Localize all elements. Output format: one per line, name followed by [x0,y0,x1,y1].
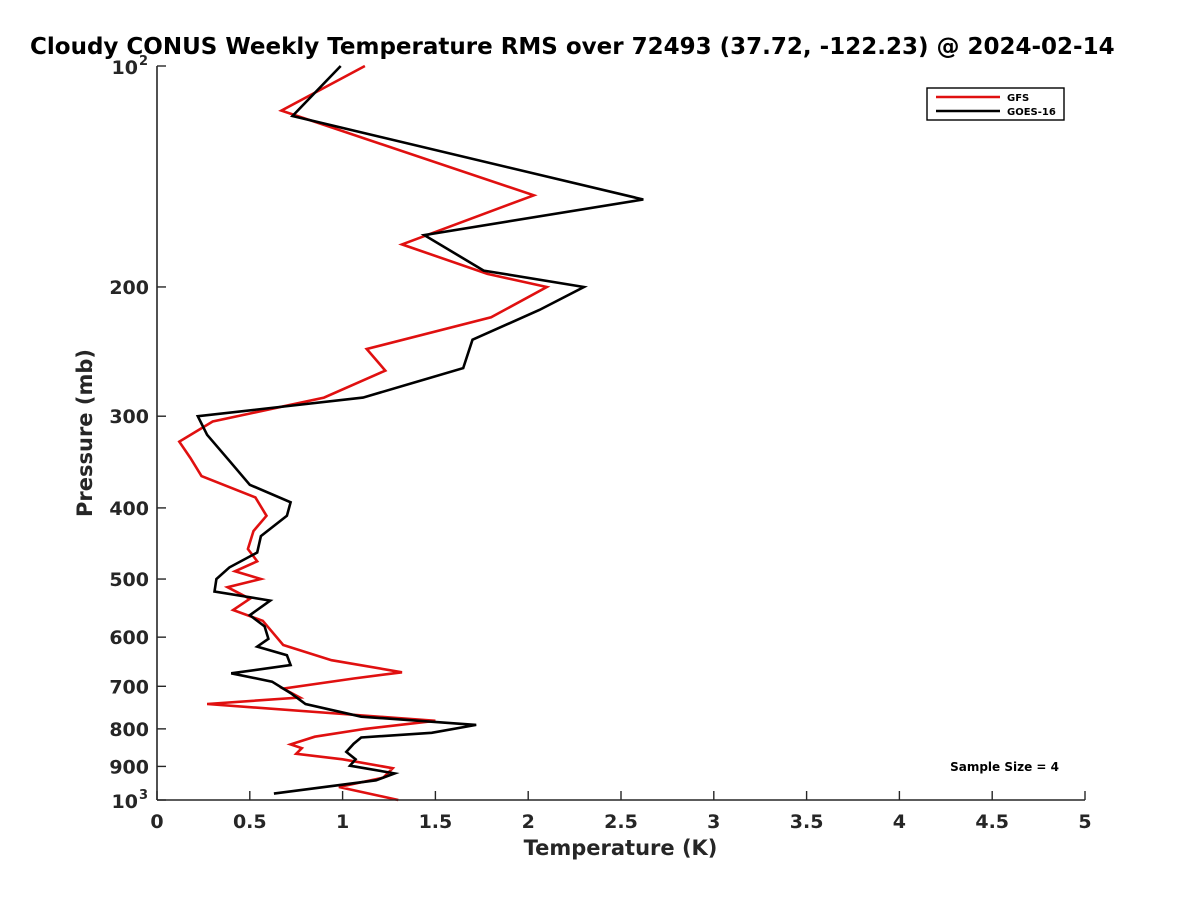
legend-label-goes-16: GOES-16 [1007,107,1056,118]
x-tick-label: 4.5 [975,811,1009,833]
x-tick-label: 1 [336,811,349,833]
y-tick-label: 900 [109,756,149,778]
series-line-gfs [177,64,551,802]
plot-area [177,64,644,802]
legend-box [926,87,1065,121]
x-tick-label: 3.5 [790,811,824,833]
y-tick-label: 500 [109,569,149,591]
x-tick-label: 0.5 [233,811,267,833]
y-tick-label-exponent: 3 [139,788,148,803]
chart-title: Cloudy CONUS Weekly Temperature RMS over… [30,34,1115,60]
x-tick-label: 1.5 [419,811,453,833]
y-tick-label: 10 2 [112,54,149,79]
x-axis: 0 0.5 1 1.5 2 2.5 3 3.5 4 4.5 5 [150,791,1092,833]
series-line-goes-16 [195,65,644,795]
x-tick-label: 2 [522,811,535,833]
y-tick-label-base: 10 [112,791,138,813]
y-tick-label: 400 [109,498,149,520]
y-tick-label: 800 [109,719,149,741]
y-tick-label: 200 [109,277,149,299]
sample-size-annotation: Sample Size = 4 [950,760,1059,774]
x-tick-label: 5 [1078,811,1091,833]
legend-label-gfs: GFS [1007,93,1029,104]
x-tick-label: 4 [893,811,906,833]
x-tick-label: 2.5 [604,811,638,833]
y-tick-label: 600 [109,627,149,649]
y-tick-label: 300 [109,406,149,428]
legend: GFS GOES-16 [926,87,1065,121]
y-tick-label: 700 [109,676,149,698]
y-tick-label: 10 3 [112,788,149,813]
x-tick-label: 3 [707,811,720,833]
x-tick-label: 0 [150,811,163,833]
y-axis-label: Pressure (mb) [73,349,97,517]
y-tick-label-exponent: 2 [139,54,148,69]
y-tick-label-base: 10 [112,57,138,79]
x-axis-label: Temperature (K) [524,836,718,860]
